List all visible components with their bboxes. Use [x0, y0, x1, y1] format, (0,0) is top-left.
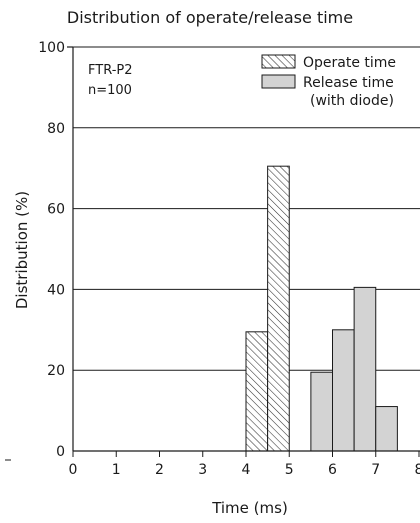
operate-time-bar	[267, 165, 290, 452]
y-tick-label: 80	[47, 121, 65, 137]
x-tick-label: 2	[155, 462, 164, 478]
legend-label-release-note: (with diode)	[310, 93, 394, 109]
x-tick-label: 4	[242, 462, 251, 478]
release-time-bar	[332, 329, 355, 452]
legend-swatch-operate	[261, 54, 296, 69]
x-tick-label: 1	[112, 462, 121, 478]
chart-title: Distribution of operate/release time	[66, 8, 354, 27]
x-tick-label: 0	[69, 462, 78, 478]
legend-label-release: Release time	[303, 75, 394, 91]
operate-time-bar	[245, 331, 269, 452]
release-time-bar	[310, 371, 333, 452]
y-tick-label: 100	[38, 40, 65, 56]
legend-label-operate: Operate time	[303, 55, 396, 71]
x-tick-label: 3	[198, 462, 207, 478]
x-tick-label: 7	[371, 462, 380, 478]
axes	[67, 46, 420, 457]
y-tick-label: 20	[47, 363, 65, 379]
y-tick-label: 40	[47, 282, 65, 298]
release-time-bar	[375, 406, 398, 452]
tick-labels: 0 20 40 60 80 100 0 1 2 3 4 5 6 7 8	[38, 40, 420, 478]
y-axis-label: Distribution (%)	[13, 191, 31, 309]
x-tick-label: 8	[415, 462, 420, 478]
x-tick-label: 6	[328, 462, 337, 478]
annotation-line-2: n=100	[88, 83, 132, 98]
y-tick-label: 60	[47, 202, 65, 218]
release-time-bar	[353, 286, 377, 452]
x-tick-label: 5	[285, 462, 294, 478]
legend: Operate time Release time (with diode)	[261, 54, 396, 109]
x-axis-label: Time (ms)	[211, 499, 288, 517]
legend-swatch-release	[261, 74, 296, 89]
annotation-line-1: FTR-P2	[88, 63, 133, 78]
y-tick-label: 0	[56, 444, 65, 460]
